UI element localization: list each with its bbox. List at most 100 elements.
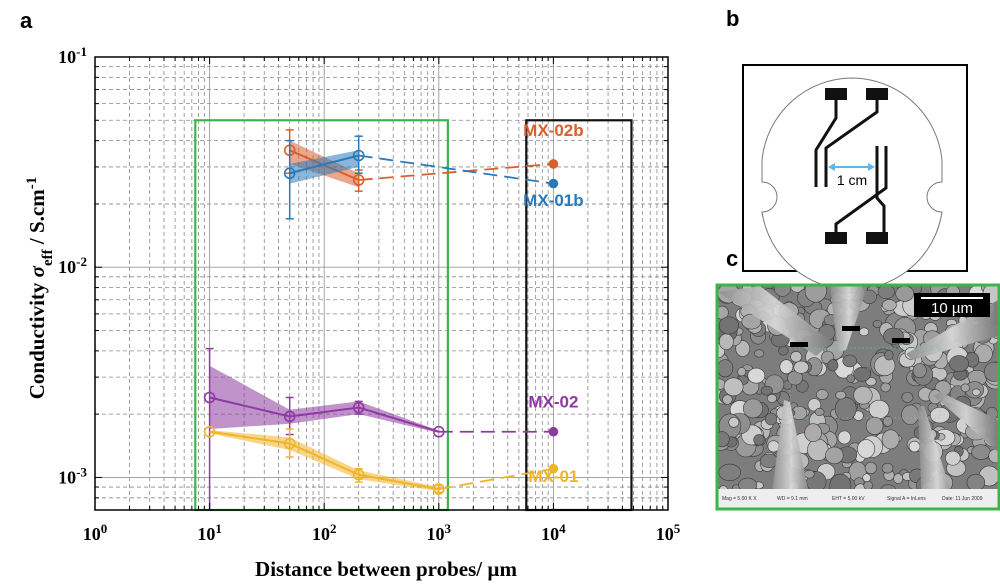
x-tick-label: 101: [197, 521, 222, 545]
x-tick-label: 102: [312, 521, 337, 545]
sem-grain: [804, 286, 827, 303]
y-tick-label-base: 10: [58, 467, 76, 487]
x-tick-label: 100: [83, 521, 108, 545]
sem-grain: [804, 423, 822, 443]
sem-grain: [814, 407, 825, 417]
sem-grain: [971, 444, 991, 460]
sem-grain: [747, 367, 766, 384]
plot-frame: [94, 56, 669, 511]
highlight-box-1: [194, 119, 449, 512]
line-mx-01: [209, 430, 439, 491]
sem-grain: [778, 345, 789, 356]
y-tick-label: 10-3: [58, 464, 87, 488]
sem-meta-item: WD = 9.1 mm: [777, 496, 808, 502]
series-mx-02: [203, 347, 559, 511]
sem-grain: [790, 351, 803, 363]
line-mx-01b: [289, 154, 359, 175]
series-label-mx-01b: MX-01b: [523, 191, 583, 210]
sem-grain: [966, 473, 986, 492]
sem-grain: [793, 360, 809, 374]
band-mx-01b: [289, 150, 359, 184]
sem-grain: [807, 398, 822, 412]
sem-grain: [945, 450, 961, 466]
sem-grain: [722, 394, 733, 405]
sem-grain: [842, 354, 857, 368]
sem-grain: [853, 386, 873, 405]
data-point: [352, 174, 365, 186]
x-tick-label-base: 10: [427, 524, 445, 544]
x-tick-label-exp: 1: [215, 521, 222, 536]
sem-grain: [872, 320, 883, 328]
probe-tip-6: [934, 392, 998, 452]
sem-grain: [893, 473, 904, 484]
sem-grain: [881, 299, 897, 311]
x-tick-labels: 100 101 102 103 104 105: [83, 521, 681, 545]
sem-grain: [846, 374, 856, 383]
sem-grain: [741, 313, 762, 330]
sem-grain: [882, 416, 893, 427]
sem-grain: [895, 286, 915, 302]
sem-grain: [853, 366, 871, 382]
sem-grain: [754, 349, 765, 358]
x-tick-label-base: 10: [197, 524, 215, 544]
sem-meta-item: Date: 11 Jun 2009: [942, 496, 983, 502]
sem-grain: [835, 390, 847, 400]
x-tick-label-exp: 0: [101, 521, 108, 536]
sem-grain: [807, 438, 829, 462]
data-point: [432, 483, 445, 495]
y-tick-label: 10-2: [58, 254, 87, 278]
measurement-grid: [789, 347, 941, 419]
y-tick-label: 10-1: [58, 44, 87, 68]
bulk-point: [548, 178, 559, 189]
sem-grain: [877, 286, 895, 300]
sem-meta-item: Signal A = InLens: [887, 496, 926, 502]
data-point: [203, 391, 216, 404]
line-mx-02: [209, 396, 440, 433]
x-tick-label: 104: [541, 521, 566, 545]
pad-top-right: [866, 88, 888, 100]
electrode-schematic: 1 cm: [742, 64, 968, 290]
tick-marks: [94, 57, 668, 511]
x-tick-label-base: 10: [312, 524, 330, 544]
series-label-mx-02b: MX-02b: [523, 121, 583, 140]
probe-tip-4: [770, 400, 812, 508]
trace-2: [824, 100, 879, 187]
series-labels: MX-02b MX-01b MX-02 MX-01: [523, 121, 583, 486]
y-tick-label-exp: -1: [76, 44, 87, 59]
x-tick-label-exp: 3: [445, 521, 452, 536]
y-axis-title-symbol: σ: [25, 265, 49, 277]
trace-3: [875, 146, 886, 232]
sem-metadata: Mag = 5.00 K X WD = 9.1 mm EHT = 5.00 kV Si…: [722, 496, 983, 502]
y-axis-title-subscript: eff: [40, 248, 56, 266]
panel-letter-c: c: [726, 246, 738, 271]
sem-grain: [759, 453, 779, 468]
panel-letter-b: b: [726, 6, 739, 31]
sem-grain: [773, 286, 792, 297]
y-tick-label-exp: -2: [76, 254, 87, 269]
sem-grain: [718, 359, 734, 378]
bulk-point: [548, 426, 559, 437]
trace-1: [814, 100, 838, 187]
probe-tip-2: [830, 286, 868, 352]
conductivity-chart: 100 101 102 103 104 105 10-310-210-1 MX-02bMX…: [24, 44, 681, 582]
bulk-point: [548, 159, 559, 169]
sem-grain: [718, 378, 726, 391]
sem-grain: [728, 417, 740, 428]
extrapolation-mx-01: [438, 467, 554, 490]
data-point: [283, 410, 296, 423]
sem-image-panel: 10 µm Mag = 5.00 K X WD = 9.1 mm EHT = 5.0…: [715, 283, 1000, 511]
sem-grain: [912, 363, 927, 379]
sem-grain: [901, 392, 914, 403]
sem-grain: [718, 333, 734, 351]
panel-letter-a: a: [20, 8, 33, 33]
y-axis-title-unit-exp: -1: [24, 177, 40, 190]
sem-grain: [779, 359, 794, 374]
y-tick-label-base: 10: [58, 47, 76, 67]
arrow-head-right: [868, 163, 875, 171]
y-tick-label-exp: -3: [76, 464, 87, 479]
x-tick-label-base: 10: [541, 524, 559, 544]
sem-meta-item: Mag = 5.00 K X: [722, 496, 757, 502]
sem-grain: [825, 446, 844, 465]
series-mx-01: [203, 425, 559, 495]
bulk-point: [548, 463, 559, 474]
